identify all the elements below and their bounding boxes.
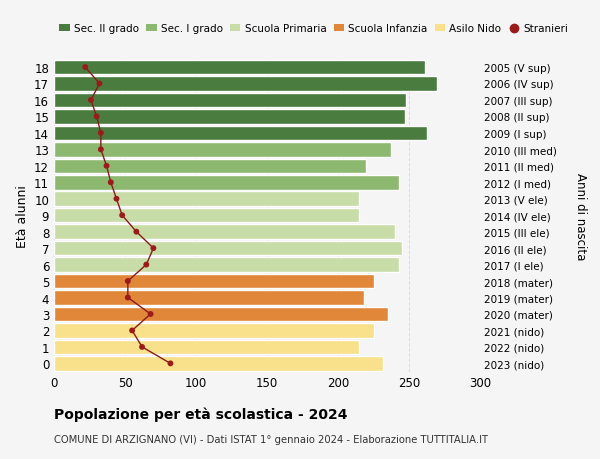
Point [112,196,121,203]
Point [118,212,127,219]
Point [127,327,137,335]
Point [86,97,96,104]
Point [166,360,175,367]
Point [123,278,133,285]
Bar [54,94,406,108]
Point [131,229,141,236]
Bar [54,208,359,223]
Point [95,81,104,88]
Text: COMUNE DI ARZIGNANO (VI) - Dati ISTAT 1° gennaio 2024 - Elaborazione TUTTITALIA.: COMUNE DI ARZIGNANO (VI) - Dati ISTAT 1°… [54,434,488,444]
Bar [54,143,391,157]
Point [80,64,90,72]
Bar [54,192,359,207]
Bar [54,61,425,75]
Bar [54,291,364,305]
Point [96,130,106,137]
Bar [54,258,399,272]
Bar [54,340,359,354]
Y-axis label: Età alunni: Età alunni [16,185,29,247]
Text: Popolazione per età scolastica - 2024: Popolazione per età scolastica - 2024 [54,406,347,421]
Bar [54,356,383,371]
Point [106,179,116,186]
Bar [54,110,405,124]
Point [142,261,151,269]
Point [96,146,106,154]
Point [137,343,147,351]
Point [102,163,112,170]
Bar [54,126,427,141]
Bar [54,159,367,174]
Point [146,311,155,318]
Bar [54,324,374,338]
Bar [54,176,399,190]
Point [149,245,158,252]
Legend: Sec. II grado, Sec. I grado, Scuola Primaria, Scuola Infanzia, Asilo Nido, Stran: Sec. II grado, Sec. I grado, Scuola Prim… [59,24,568,34]
Y-axis label: Anni di nascita: Anni di nascita [574,172,587,259]
Bar [54,241,402,256]
Bar [54,274,374,289]
Point [123,294,133,302]
Bar [54,77,437,91]
Bar [54,307,388,321]
Bar [54,225,395,240]
Point [92,113,101,121]
